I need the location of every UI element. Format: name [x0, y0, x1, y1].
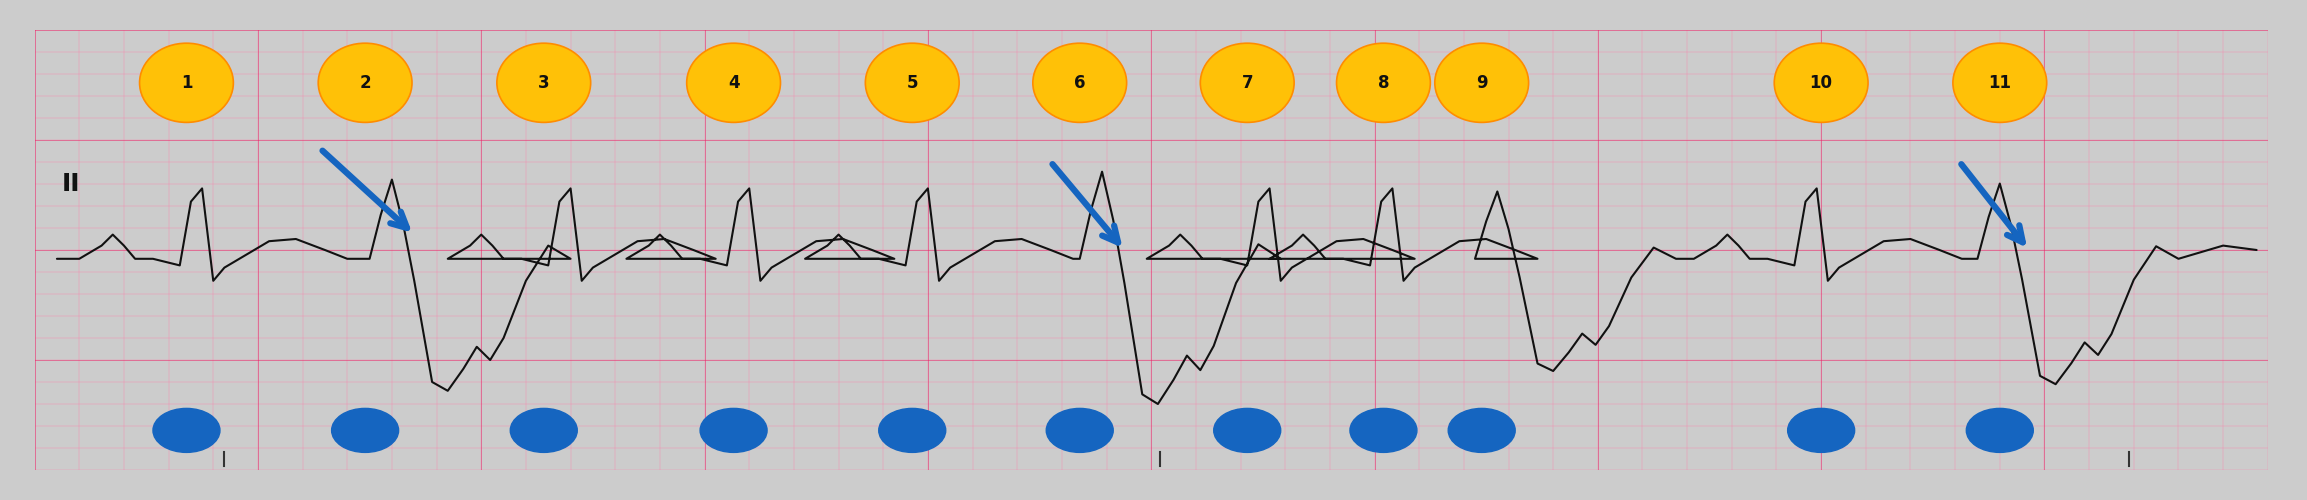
Ellipse shape	[1047, 408, 1114, 453]
Ellipse shape	[332, 408, 399, 453]
Ellipse shape	[152, 408, 219, 453]
Ellipse shape	[1213, 408, 1280, 453]
Text: 2: 2	[360, 74, 371, 92]
Ellipse shape	[1449, 408, 1516, 453]
Text: 1: 1	[180, 74, 191, 92]
Text: 9: 9	[1476, 74, 1488, 92]
Text: 7: 7	[1241, 74, 1253, 92]
Text: 5: 5	[907, 74, 918, 92]
Ellipse shape	[1435, 43, 1530, 122]
Ellipse shape	[496, 43, 591, 122]
Text: II: II	[62, 172, 81, 196]
Text: 6: 6	[1075, 74, 1087, 92]
Ellipse shape	[879, 408, 946, 453]
Ellipse shape	[1954, 43, 2046, 122]
Ellipse shape	[510, 408, 577, 453]
Text: 11: 11	[1989, 74, 2012, 92]
Ellipse shape	[318, 43, 413, 122]
Ellipse shape	[1034, 43, 1126, 122]
Ellipse shape	[687, 43, 780, 122]
Ellipse shape	[1336, 43, 1430, 122]
Ellipse shape	[1774, 43, 1869, 122]
Ellipse shape	[865, 43, 960, 122]
Ellipse shape	[1788, 408, 1855, 453]
Ellipse shape	[699, 408, 768, 453]
Ellipse shape	[1966, 408, 2032, 453]
Text: 4: 4	[727, 74, 741, 92]
Ellipse shape	[1350, 408, 1416, 453]
Ellipse shape	[138, 43, 233, 122]
Text: 8: 8	[1377, 74, 1389, 92]
Text: 10: 10	[1809, 74, 1832, 92]
Ellipse shape	[1200, 43, 1294, 122]
Text: 3: 3	[538, 74, 549, 92]
